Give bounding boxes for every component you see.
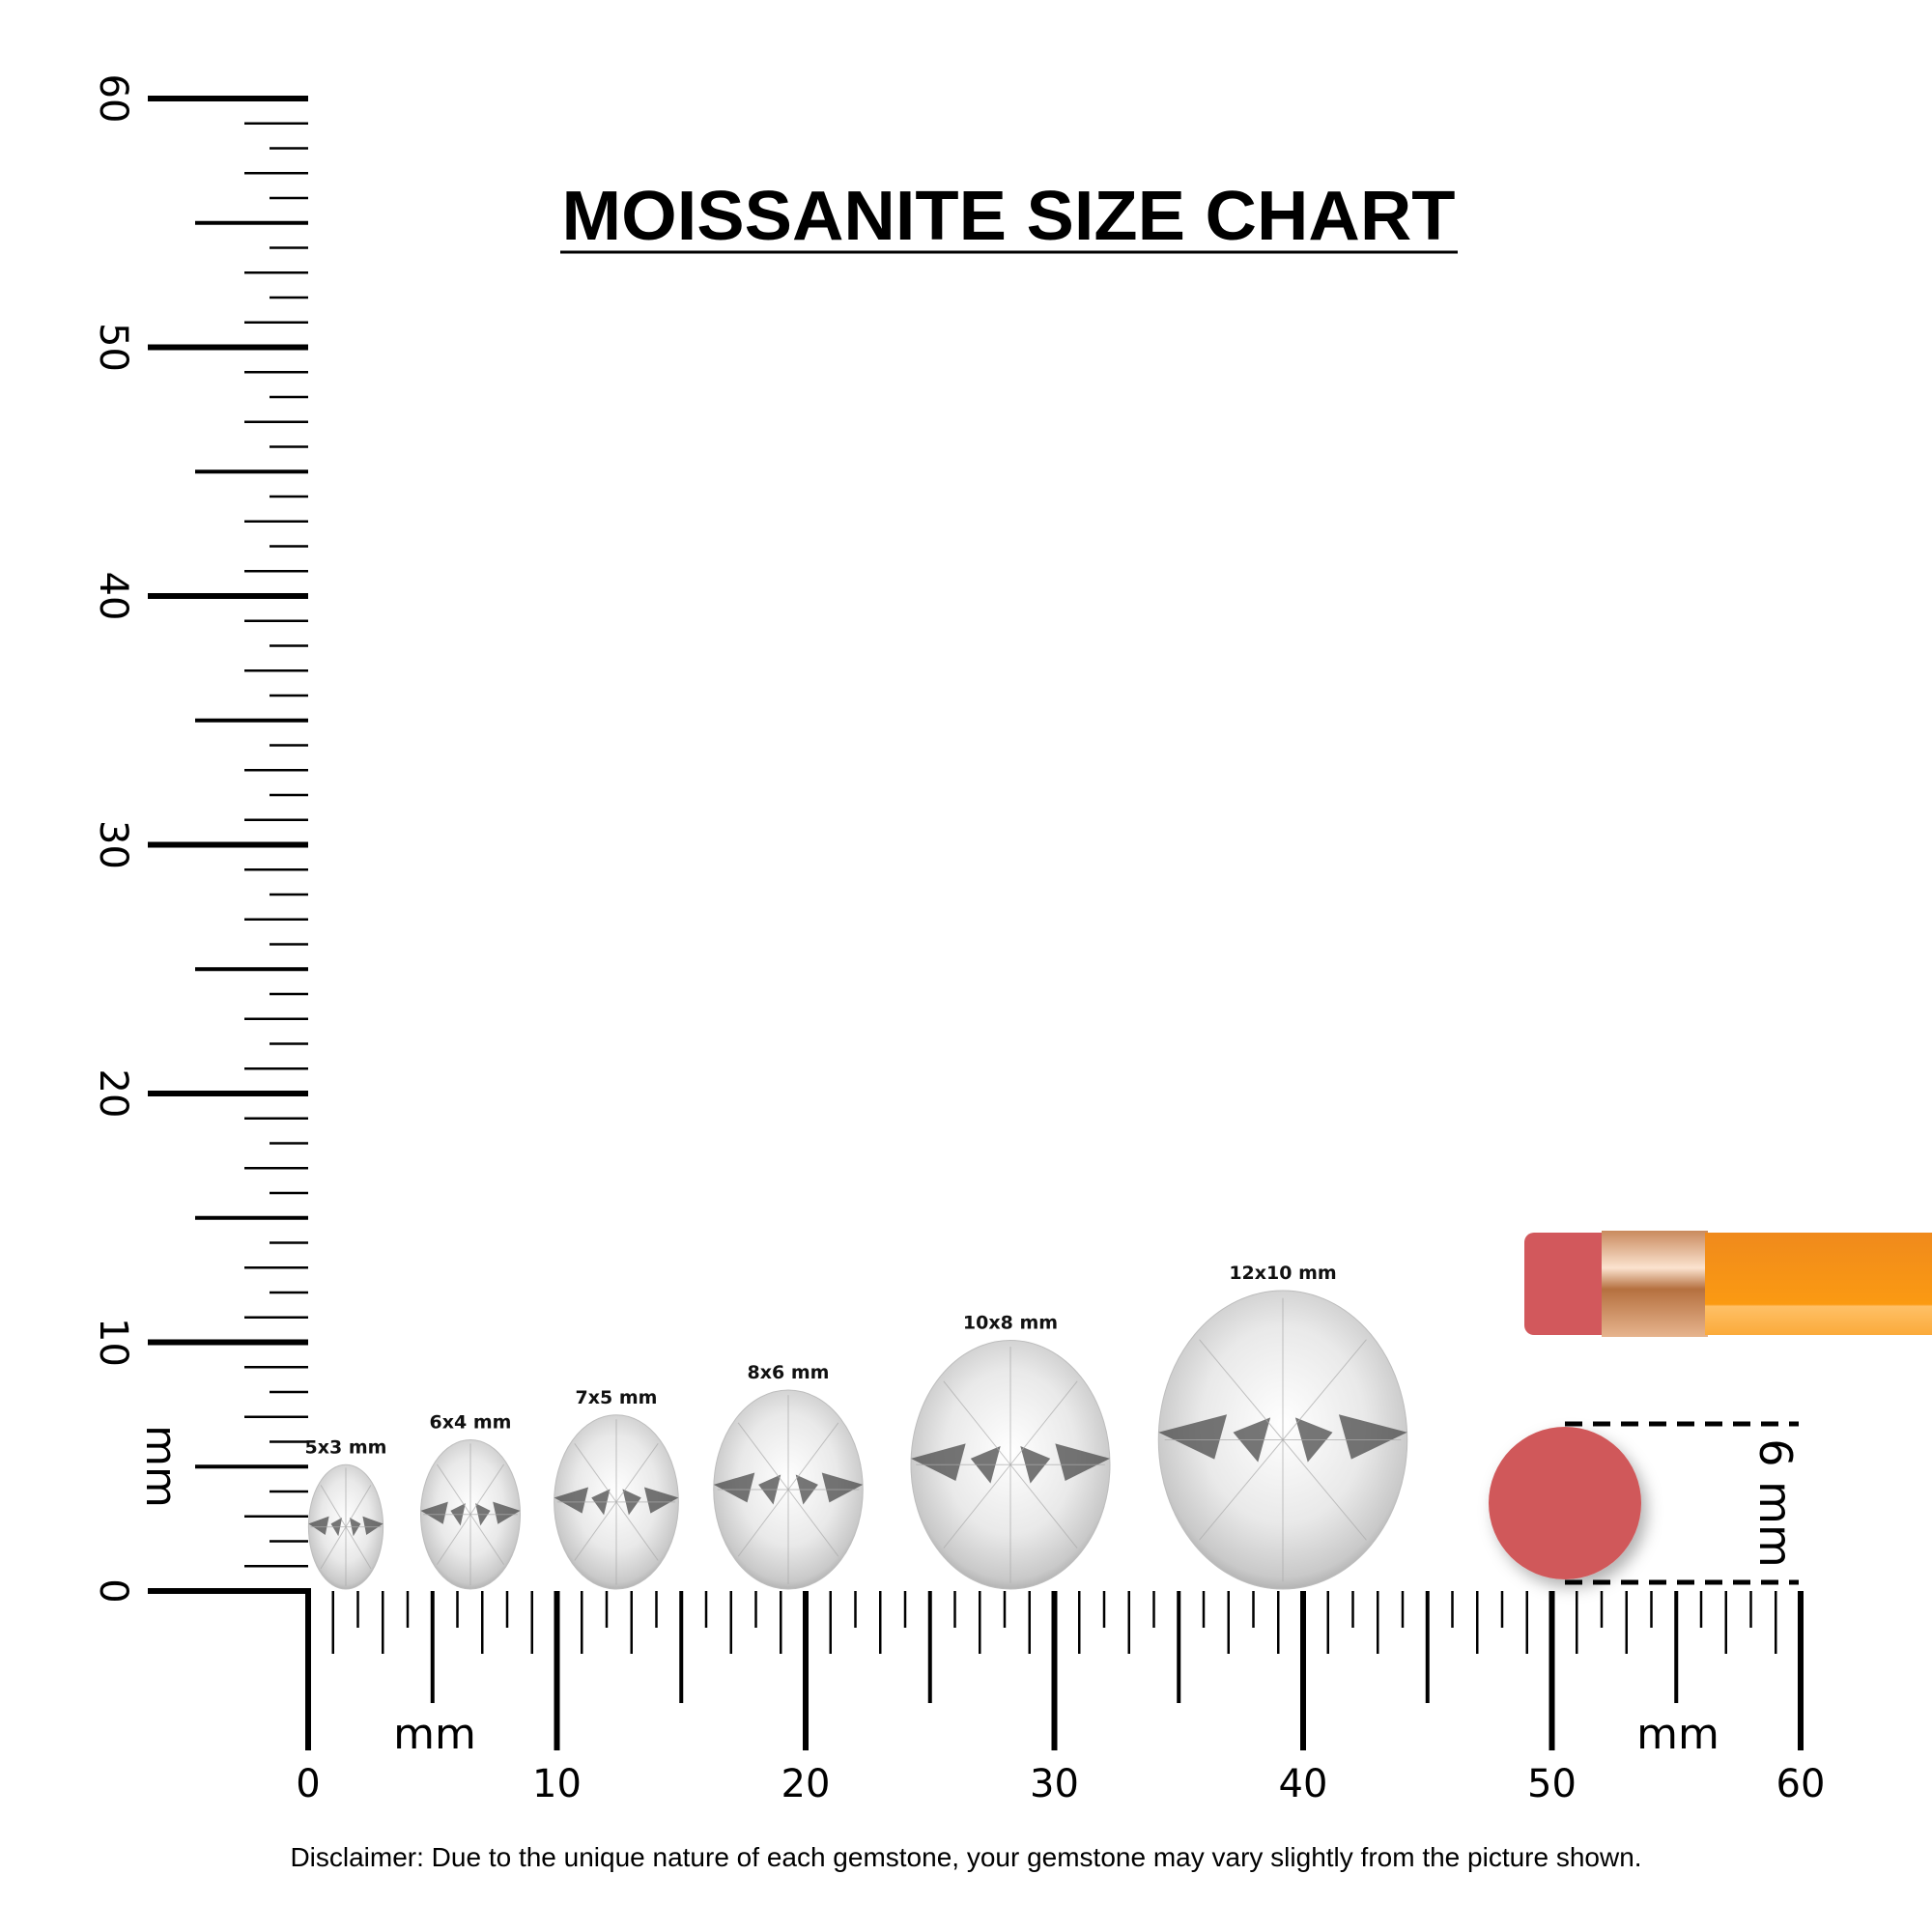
gem-facet-line: [943, 1463, 1011, 1549]
reference-eraser: [1489, 1427, 1641, 1579]
horizontal-ruler-label: 0: [296, 1762, 320, 1806]
gem-facet-line: [436, 1463, 471, 1516]
gem-facet: [1338, 1414, 1407, 1460]
gem-facet: [1055, 1443, 1110, 1481]
pencil-body: [1705, 1233, 1932, 1335]
gem-facet: [362, 1516, 384, 1535]
gem-oval: 6x4 mm: [420, 1412, 521, 1590]
vertical-ruler-label: 0: [91, 1578, 135, 1603]
gem-oval: 10x8 mm: [910, 1313, 1111, 1590]
gem-facet: [554, 1487, 589, 1514]
gem-facet-line: [574, 1443, 617, 1503]
gem-facet-line: [943, 1380, 1011, 1465]
gem-facet-line: [320, 1526, 347, 1570]
pencil-image: [1524, 1231, 1932, 1337]
gem-oval: 8x6 mm: [713, 1362, 864, 1590]
gem-facet-line: [1199, 1439, 1284, 1541]
gem-facet-line: [345, 1485, 372, 1527]
gem-facet-line: [345, 1526, 372, 1570]
horizontal-ruler-label: 60: [1776, 1762, 1826, 1806]
gem-facet-line: [469, 1514, 505, 1565]
gem-facet-line: [1009, 1463, 1078, 1549]
horizontal-ruler-label: 10: [532, 1762, 582, 1806]
horizontal-ruler-label: 50: [1527, 1762, 1577, 1806]
horizontal-ruler-label: 30: [1030, 1762, 1079, 1806]
gem-facet-line: [320, 1485, 347, 1527]
gem-facet-line: [787, 1489, 839, 1557]
gem-size-label: 6x4 mm: [430, 1412, 512, 1434]
gem-facet: [911, 1443, 966, 1481]
gem-facet-line: [737, 1422, 789, 1491]
vertical-ruler-label: 50: [91, 323, 135, 372]
gem-size-label: 8x6 mm: [748, 1362, 830, 1383]
horizontal-ruler-label: 20: [781, 1762, 831, 1806]
gem-oval: 7x5 mm: [554, 1387, 679, 1590]
vertical-ruler-label: 10: [91, 1318, 135, 1367]
gem-facet: [420, 1501, 448, 1524]
vertical-ruler: 0 10 20 30 40 50 60: [91, 74, 308, 1604]
vertical-ruler-label: 30: [91, 820, 135, 869]
gem-facet: [1158, 1414, 1228, 1460]
gem-oval: 12x10 mm: [1157, 1263, 1408, 1590]
gem-facet: [308, 1516, 329, 1535]
gem-oval: 5x3 mm: [305, 1436, 387, 1590]
horizontal-unit-label-right: mm: [1636, 1710, 1719, 1759]
vertical-ruler-label: 60: [91, 74, 135, 124]
horizontal-ruler: 0 10 20 30 40 50 60: [296, 1588, 1825, 1806]
pencil-eraser: [1524, 1233, 1611, 1335]
vertical-ruler-label: 20: [91, 1069, 135, 1119]
gem-facet-line: [1199, 1339, 1284, 1440]
gem-facet-line: [469, 1463, 505, 1516]
horizontal-unit-label: mm: [393, 1710, 476, 1759]
gem-facet: [643, 1487, 679, 1514]
gem-list: 5x3 mm 6x4 mm 7x5 mm 8x6 mm 10x8 mm 12x10 mm: [305, 1263, 1408, 1590]
horizontal-ruler-label: 40: [1279, 1762, 1328, 1806]
pencil-ferrule: [1602, 1231, 1708, 1337]
vertical-unit-label: mm: [136, 1425, 185, 1508]
gem-size-label: 10x8 mm: [963, 1313, 1058, 1334]
gem-facet-line: [615, 1443, 659, 1503]
gem-facet-line: [1009, 1380, 1078, 1465]
gem-facet: [493, 1501, 521, 1524]
gem-facet-line: [574, 1501, 617, 1561]
gem-facet-line: [615, 1501, 659, 1561]
gem-facet: [821, 1472, 864, 1503]
gem-size-label: 12x10 mm: [1229, 1263, 1336, 1284]
disclaimer: Disclaimer: Due to the unique nature of …: [290, 1842, 1641, 1872]
gem-facet-line: [787, 1422, 839, 1491]
gem-facet: [713, 1472, 755, 1503]
gem-size-label: 5x3 mm: [305, 1436, 387, 1458]
gem-facet-line: [737, 1489, 789, 1557]
vertical-ruler-label: 40: [91, 572, 135, 621]
gem-facet-line: [1282, 1339, 1367, 1440]
reference-size-label: 6 mm: [1749, 1438, 1802, 1568]
gem-facet-line: [1282, 1439, 1367, 1541]
gem-size-label: 7x5 mm: [576, 1387, 658, 1408]
page-title: MOISSANITE SIZE CHART: [562, 178, 1456, 255]
gem-facet-line: [436, 1514, 471, 1565]
